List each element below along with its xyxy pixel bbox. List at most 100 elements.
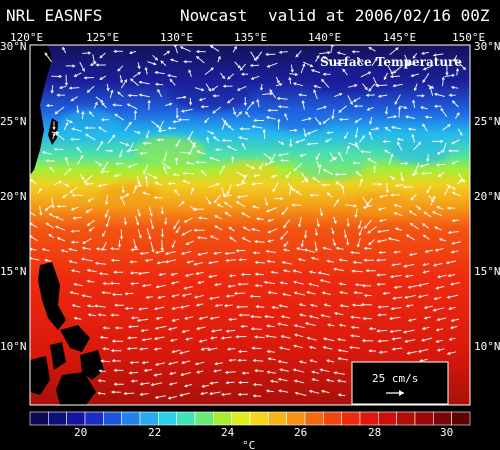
current-arrow xyxy=(221,119,227,131)
scale-arrow-label: 25 cm/s xyxy=(372,372,418,385)
current-arrow xyxy=(426,154,430,162)
current-arrow xyxy=(164,217,168,226)
current-arrow xyxy=(170,272,178,277)
current-arrow xyxy=(214,362,223,366)
current-arrow xyxy=(366,198,373,207)
current-arrow xyxy=(52,132,56,140)
current-arrow xyxy=(403,263,415,268)
current-arrow xyxy=(338,323,347,327)
current-arrow xyxy=(308,345,317,350)
lat-tick-left-10: 10°N xyxy=(0,340,27,353)
current-arrow xyxy=(333,311,344,316)
current-arrow xyxy=(95,247,107,251)
current-arrow xyxy=(204,67,215,75)
current-arrow xyxy=(342,68,348,76)
current-arrow xyxy=(37,187,42,194)
current-arrow xyxy=(219,72,226,80)
colorbar-unit: °C xyxy=(242,439,255,450)
current-arrow xyxy=(338,151,344,162)
current-arrow xyxy=(170,281,179,285)
current-arrow xyxy=(240,72,249,76)
current-arrow xyxy=(413,83,418,92)
current-arrow xyxy=(458,172,465,183)
current-arrow xyxy=(224,370,236,375)
current-arrow xyxy=(168,371,177,376)
current-arrow xyxy=(97,379,106,383)
colorbar-cell xyxy=(323,411,342,426)
current-arrow xyxy=(309,303,318,307)
current-arrow xyxy=(196,326,206,331)
current-arrow xyxy=(138,307,148,311)
current-arrow xyxy=(289,139,293,148)
current-arrow xyxy=(151,120,160,128)
current-arrow xyxy=(76,105,80,114)
current-arrow xyxy=(265,207,277,213)
current-arrow xyxy=(277,322,289,327)
current-arrow xyxy=(288,76,292,85)
current-arrow xyxy=(450,318,460,322)
current-arrow xyxy=(279,368,289,372)
current-arrow xyxy=(55,225,66,231)
current-arrow xyxy=(395,183,404,188)
current-arrow xyxy=(227,124,234,131)
current-arrow xyxy=(211,85,219,92)
current-arrow xyxy=(133,109,138,120)
current-arrow xyxy=(167,361,179,366)
current-arrow xyxy=(355,141,360,151)
current-arrow xyxy=(155,284,166,289)
current-arrow xyxy=(410,73,419,78)
current-arrow xyxy=(107,134,116,144)
current-arrow xyxy=(207,130,215,135)
current-arrow xyxy=(322,168,334,175)
current-arrow xyxy=(49,166,55,173)
current-arrow xyxy=(331,109,335,120)
current-arrow xyxy=(60,249,69,253)
current-arrow xyxy=(241,212,251,218)
current-arrow xyxy=(114,326,123,330)
current-arrow xyxy=(157,129,167,133)
current-arrow xyxy=(384,126,391,132)
current-arrow xyxy=(422,234,430,240)
current-arrow xyxy=(290,64,294,73)
current-arrow xyxy=(172,120,180,124)
current-arrow xyxy=(87,313,97,317)
current-arrow xyxy=(190,187,194,195)
current-arrow xyxy=(84,182,94,186)
current-arrow xyxy=(298,303,307,307)
current-arrow xyxy=(431,211,443,217)
current-arrow xyxy=(96,140,104,151)
current-arrow xyxy=(269,89,277,99)
colorbar-tick-labels: 20 22 24 26 28 30 xyxy=(74,426,453,439)
current-arrow xyxy=(285,171,292,179)
current-arrow xyxy=(228,358,237,362)
current-arrow xyxy=(330,45,334,53)
current-arrow xyxy=(255,305,265,309)
current-arrow xyxy=(208,391,221,396)
current-arrow xyxy=(213,194,222,204)
current-arrow xyxy=(319,279,331,283)
current-arrow xyxy=(234,61,241,69)
current-arrow xyxy=(180,108,193,113)
current-arrow xyxy=(351,50,360,54)
current-arrow xyxy=(232,45,237,53)
current-arrow xyxy=(402,329,415,334)
current-arrow xyxy=(309,359,318,363)
current-arrow xyxy=(277,141,285,145)
current-arrow xyxy=(147,99,151,110)
colorbar-cell xyxy=(451,411,471,426)
current-arrow xyxy=(254,240,265,244)
current-arrow xyxy=(141,361,149,365)
current-arrow xyxy=(127,163,138,168)
current-arrow xyxy=(69,291,79,295)
current-arrow xyxy=(412,53,418,60)
current-arrow xyxy=(279,158,289,163)
current-arrow xyxy=(222,194,232,198)
current-arrow xyxy=(407,285,418,289)
current-arrow xyxy=(51,197,55,209)
current-arrow xyxy=(422,73,430,83)
current-arrow xyxy=(221,138,232,143)
current-arrow xyxy=(281,260,292,265)
current-arrow xyxy=(124,121,132,132)
current-arrow xyxy=(235,335,247,339)
current-arrow xyxy=(182,179,191,184)
